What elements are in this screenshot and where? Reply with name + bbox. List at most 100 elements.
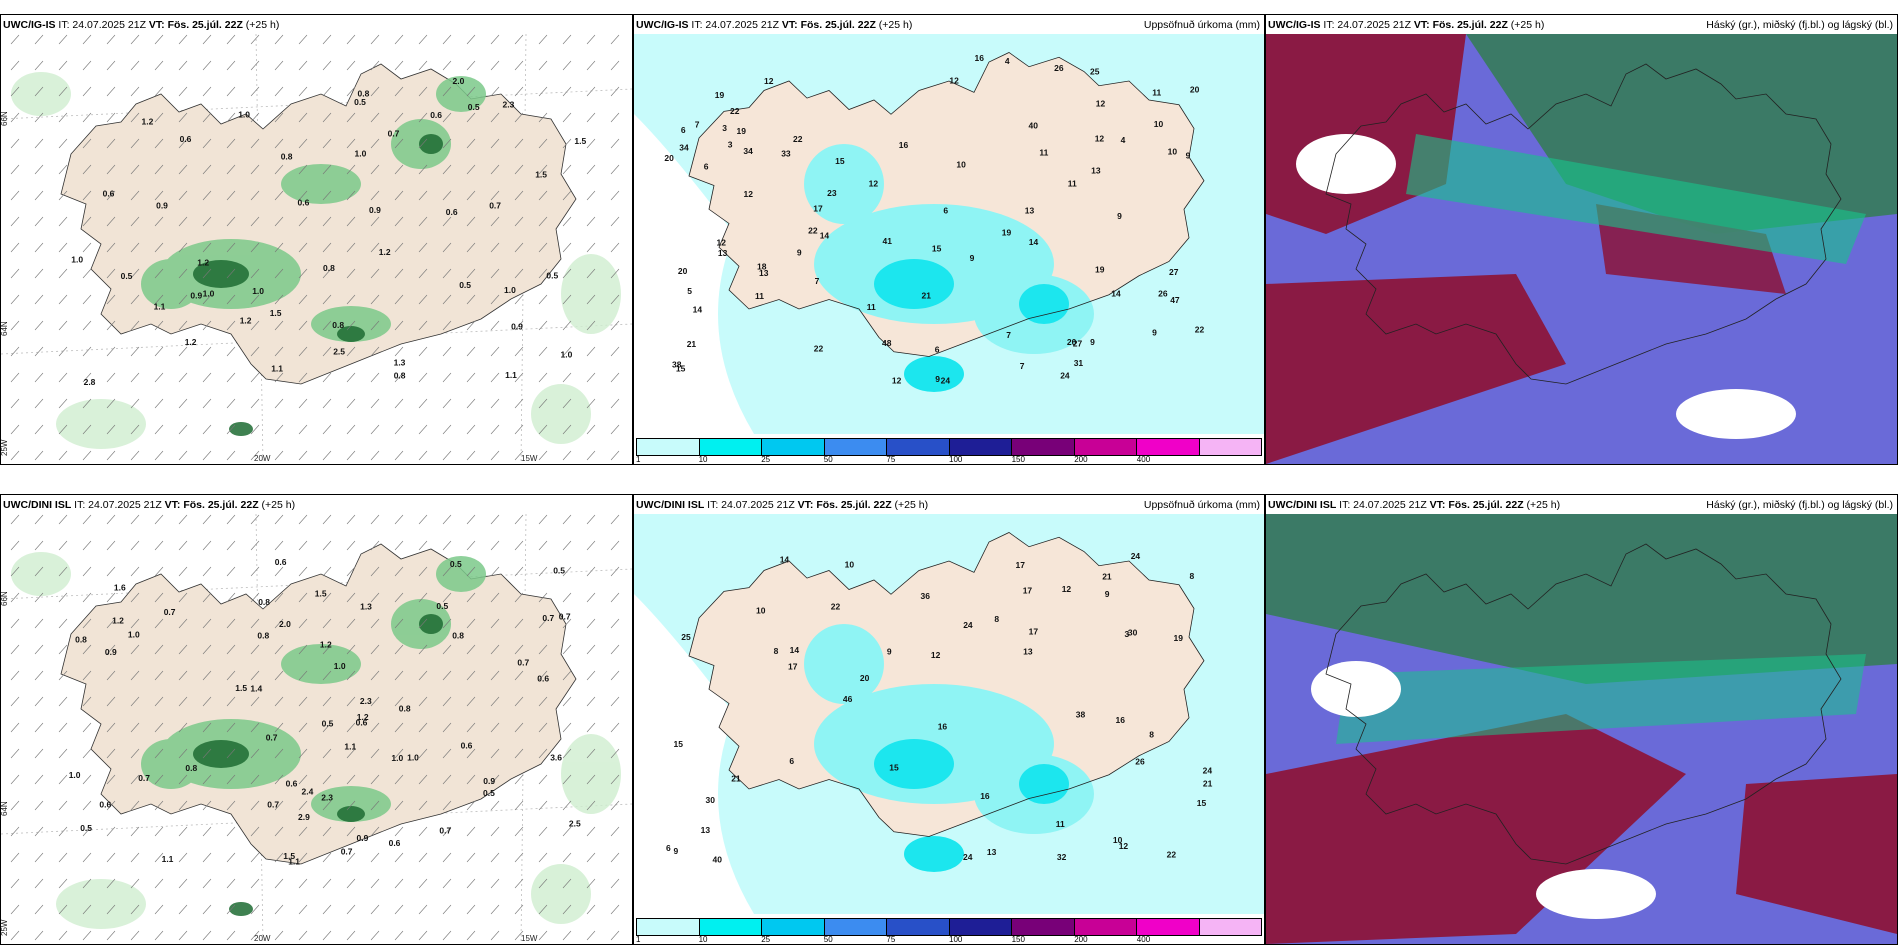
wind-value-label: 2.0 <box>279 619 291 629</box>
colorbar-swatch <box>637 919 700 935</box>
cloud-header: Háský (gr.), miðský (fj.bl.) og lágský (… <box>1706 499 1893 511</box>
precip-map: 2231110131220792734261312109111426223340… <box>634 34 1264 434</box>
colorbar-ticks: 1 10 25 50 75 100 150 200 400 <box>636 935 1262 944</box>
precip-value-label: 14 <box>1111 289 1121 299</box>
precip-value-label: 40 <box>713 855 723 865</box>
precip-value-label: 9 <box>935 374 940 384</box>
wind-value-label: 2.5 <box>333 347 345 357</box>
wind-value-label: 0.5 <box>468 102 480 112</box>
precip-value-label: 33 <box>781 148 791 158</box>
precip-value-label: 19 <box>1095 265 1105 275</box>
wind-value-label: 1.1 <box>162 854 174 864</box>
colorbar-swatch <box>1199 919 1261 935</box>
precip-value-label: 16 <box>980 791 990 801</box>
colorbar-swatch <box>1137 919 1200 935</box>
precip-header: Uppsöfnuð úrkoma (mm) <box>1143 19 1260 31</box>
wind-value-label: 0.8 <box>358 89 370 99</box>
wind-value-label: 0.6 <box>430 110 442 120</box>
cloud-panel-row2: UWC/DINI ISL IT: 24.07.2025 21Z VT: Fös.… <box>1265 494 1898 945</box>
wind-value-label: 0.8 <box>185 763 197 773</box>
precip-value-label: 19 <box>1002 228 1012 238</box>
wind-value-label: 1.2 <box>185 337 197 347</box>
precip-value-label: 14 <box>790 645 800 655</box>
precip-value-label: 11 <box>1152 88 1161 98</box>
lon-label-15: 15W <box>521 934 538 943</box>
wind-value-label: 0.9 <box>156 201 168 211</box>
wind-value-label: 0.9 <box>369 205 381 215</box>
precip-value-label: 7 <box>695 120 700 130</box>
precip-value-label: 3 <box>728 139 733 149</box>
wind-value-label: 1.5 <box>283 851 295 861</box>
precip-value-label: 31 <box>1074 358 1084 368</box>
precip-value-label: 6 <box>666 843 671 853</box>
wind-value-label: 1.6 <box>114 583 126 593</box>
wind-value-label: 0.7 <box>138 773 150 783</box>
wind-value-label: 2.4 <box>302 787 314 797</box>
colorbar-swatch <box>949 919 1012 935</box>
precip-value-label: 47 <box>1170 295 1180 305</box>
precip-value-label: 13 <box>701 825 711 835</box>
precip-value-label: 9 <box>797 248 802 258</box>
wind-value-label: 0.5 <box>80 823 92 833</box>
precip-value-label: 6 <box>943 206 948 216</box>
wind-value-label: 0.6 <box>103 189 115 199</box>
precip-value-label: 14 <box>693 305 703 315</box>
precip-value-label: 32 <box>1057 852 1067 862</box>
precip-value-label: 23 <box>827 188 837 198</box>
precip-value-label: 3 <box>1125 629 1130 639</box>
wind-value-label: 0.9 <box>105 647 117 657</box>
wind-value-label: 0.6 <box>275 557 287 567</box>
panel-title: UWC/DINI ISL IT: 24.07.2025 21Z VT: Fös.… <box>1268 499 1561 511</box>
precip-value-label: 15 <box>889 762 899 772</box>
precip-value-label: 14 <box>1029 237 1039 247</box>
precip-value-label: 20 <box>1190 84 1200 94</box>
colorbar-swatch <box>1012 439 1075 455</box>
precip-value-label: 26 <box>1158 289 1168 299</box>
wind-value-label: 1.0 <box>407 752 419 762</box>
wind-value-label: 0.8 <box>281 151 293 161</box>
colorbar-tick: 200 <box>1074 455 1088 464</box>
wind-value-label: 0.9 <box>511 322 523 332</box>
colorbar-tick: 400 <box>1136 455 1151 464</box>
precip-value-label: 10 <box>1154 119 1164 129</box>
wind-value-label: 0.8 <box>452 630 464 640</box>
wind-value-label: 0.8 <box>323 263 335 273</box>
wind-labels: 0.80.61.41.53.60.71.20.62.30.90.80.60.90… <box>69 557 581 866</box>
precip-value-label: 20 <box>664 153 674 163</box>
colorbar-tick: 1 <box>636 455 641 464</box>
precip-value-label: 12 <box>1062 584 1072 594</box>
wind-value-label: 0.6 <box>461 741 473 751</box>
precip-value-label: 8 <box>1149 730 1154 740</box>
precip-header: Uppsöfnuð úrkoma (mm) <box>1143 499 1260 511</box>
colorbar-tick: 100 <box>949 935 963 944</box>
precip-value-label: 12 <box>892 375 902 385</box>
colorbar-tick: 150 <box>1011 455 1025 464</box>
colorbar-swatch <box>762 439 825 455</box>
wind-value-label: 1.0 <box>71 255 83 265</box>
precip-value-label: 6 <box>789 756 794 766</box>
precip-value-label: 38 <box>1076 709 1086 719</box>
precip-value-label: 19 <box>737 126 747 136</box>
colorbar-tick: 200 <box>1074 935 1088 944</box>
precip-value-label: 17 <box>1029 627 1039 637</box>
colorbar-tick: 50 <box>823 455 833 464</box>
precip-value-label: 13 <box>987 847 997 857</box>
panel-title: UWC/IG-IS IT: 24.07.2025 21Z VT: Fös. 25… <box>636 19 913 31</box>
colorbar-tick: 10 <box>698 935 708 944</box>
wind-value-label: 1.5 <box>270 308 282 318</box>
cloud-panel-row1: UWC/IG-IS IT: 24.07.2025 21Z VT: Fös. 25… <box>1265 14 1898 465</box>
wind-value-label: 1.5 <box>315 589 327 599</box>
precip-value-label: 10 <box>1113 835 1123 845</box>
precip-value-label: 27 <box>1073 339 1083 349</box>
colorbar-tick: 50 <box>823 935 833 944</box>
precip-labels: 2231110131220792734261312109111426223340… <box>664 53 1204 385</box>
wind-value-label: 1.0 <box>561 350 573 360</box>
precip-panel-row1: UWC/IG-IS IT: 24.07.2025 21Z VT: Fös. 25… <box>633 14 1265 465</box>
precip-value-label: 24 <box>1203 765 1213 775</box>
panel-title: UWC/DINI ISL IT: 24.07.2025 21Z VT: Fös.… <box>636 499 929 511</box>
precip-value-label: 9 <box>1105 589 1110 599</box>
wind-value-label: 1.1 <box>271 364 283 374</box>
precip-value-label: 41 <box>883 236 893 246</box>
panel-title: UWC/IG-IS IT: 24.07.2025 21Z VT: Fös. 25… <box>3 19 280 31</box>
colorbar-swatch <box>824 439 887 455</box>
